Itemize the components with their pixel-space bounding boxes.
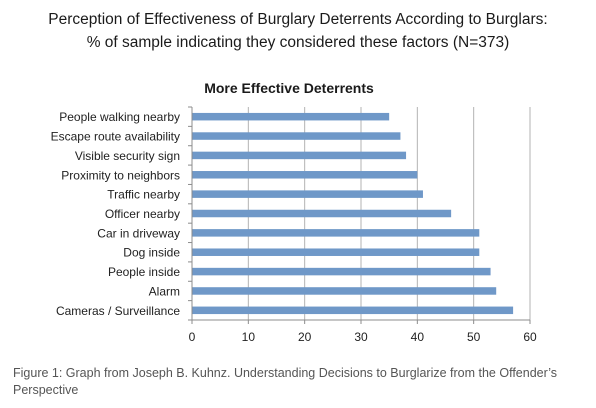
x-tick-label: 40 xyxy=(411,330,425,344)
x-tick-label: 60 xyxy=(523,330,537,344)
bar xyxy=(192,248,480,256)
bars xyxy=(192,112,514,315)
category-label: People inside xyxy=(108,265,180,279)
x-tick-label: 10 xyxy=(242,330,256,344)
figure-caption: Figure 1: Graph from Joseph B. Kuhnz. Un… xyxy=(13,366,558,397)
category-label: Cameras / Surveillance xyxy=(56,304,180,318)
category-label: Proximity to neighbors xyxy=(61,168,180,182)
bar xyxy=(192,151,407,160)
axes xyxy=(188,106,531,324)
bar xyxy=(192,209,452,218)
category-label: Car in driveway xyxy=(97,226,180,240)
category-label: Alarm xyxy=(149,284,180,298)
bar xyxy=(192,287,497,295)
chart-title: More Effective Deterrents xyxy=(204,80,374,96)
category-labels: People walking nearby Escape route availa… xyxy=(51,110,181,318)
category-label: Dog inside xyxy=(123,246,180,260)
bar xyxy=(192,267,491,276)
figure-title-line-2: % of sample indicating they considered t… xyxy=(86,34,510,51)
category-label: Escape route availability xyxy=(51,130,180,144)
category-label: Traffic nearby xyxy=(107,188,180,202)
x-tick-label: 20 xyxy=(298,330,312,344)
x-tick-label: 30 xyxy=(354,330,368,344)
figure-title-line-1: Perception of Effectiveness of Burglary … xyxy=(48,11,548,28)
category-label: Visible security sign xyxy=(75,149,180,163)
bar xyxy=(192,229,480,237)
bar xyxy=(192,171,418,179)
category-label: People walking nearby xyxy=(59,110,180,124)
bar xyxy=(192,306,514,315)
bar xyxy=(192,190,423,198)
figure-title: Perception of Effectiveness of Burglary … xyxy=(0,8,596,54)
x-tick-labels: 0 10 20 30 40 50 60 xyxy=(189,330,537,344)
x-tick-label: 0 xyxy=(189,330,196,344)
bar xyxy=(192,112,390,121)
bar-chart: More Effective Deterrents People walking… xyxy=(51,80,537,344)
bar xyxy=(192,132,401,140)
x-tick-label: 50 xyxy=(467,330,481,344)
category-label: Officer nearby xyxy=(105,207,180,221)
